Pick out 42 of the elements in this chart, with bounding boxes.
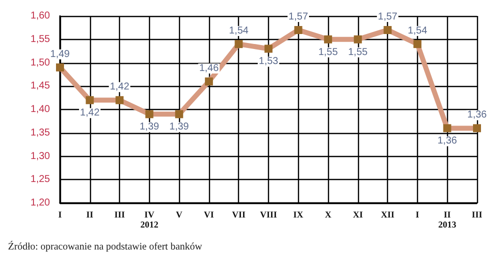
x-tick-label: II: [444, 210, 452, 220]
y-tick-label: 1,50: [30, 57, 50, 68]
text: Źródło: opracowanie na podstawie ofert banków: [8, 240, 203, 252]
data-label: 1,42: [110, 82, 130, 93]
y-tick-label: 1,20: [30, 198, 50, 208]
x-tick-label: IX: [293, 210, 304, 220]
x-tick-label: IV: [144, 210, 155, 220]
y-tick-label: 1,30: [30, 150, 50, 162]
data-label: 1,39: [169, 122, 190, 133]
y-tick-label: 1,25: [30, 174, 50, 186]
y-tick-label: 1,55: [30, 34, 50, 45]
data-label: 1,42: [80, 108, 100, 119]
data-label: 1,55: [318, 46, 338, 58]
y-tick-label: 1,45: [30, 80, 50, 92]
data-label: 1,57: [288, 12, 308, 23]
x-tick-label: II: [86, 210, 94, 220]
data-label: 1,57: [378, 12, 398, 23]
x-tick-label: V: [176, 210, 183, 220]
data-label: 1,53: [258, 56, 279, 68]
x-tick-label: III: [114, 210, 126, 220]
data-label: 1,55: [348, 46, 368, 58]
y-tick-label: 1,35: [30, 127, 50, 138]
data-label: 1,36: [467, 110, 488, 121]
x-tick-label: I: [416, 210, 420, 220]
data-label: 1,54: [228, 26, 249, 37]
x-tick-label: I: [58, 210, 62, 220]
x-tick-label: III: [472, 210, 483, 220]
data-label: 1,54: [408, 26, 428, 37]
data-label: 1,46: [199, 62, 220, 74]
y-tick-label: 1,40: [30, 104, 50, 115]
x-tick-label: VIII: [260, 210, 278, 220]
x-tick-label: XII: [380, 210, 395, 220]
data-label: 1,39: [140, 122, 160, 133]
x-tick-label: VI: [204, 210, 214, 220]
text: 2012: [140, 220, 159, 230]
x-tick-label: VII: [232, 210, 246, 220]
x-tick-label: XI: [352, 210, 364, 220]
data-label: 1,49: [50, 48, 70, 60]
text: 2013: [438, 220, 457, 230]
x-tick-label: X: [324, 210, 332, 220]
y-tick-label: 1,60: [30, 10, 50, 22]
data-label: 1,36: [437, 136, 458, 147]
